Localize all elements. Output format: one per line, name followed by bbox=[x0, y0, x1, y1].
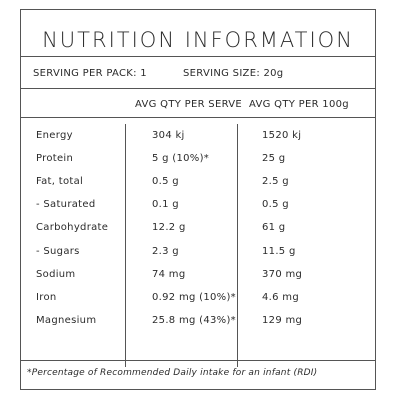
nutrient-per-serve: 5 g (10%)* bbox=[152, 153, 210, 165]
nutrient-per-100g: 4.6 mg bbox=[262, 291, 299, 303]
nutrient-per-100g: 2.5 g bbox=[262, 176, 289, 188]
nutrient-per-serve: 0.1 g bbox=[152, 199, 179, 211]
header-divider bbox=[21, 117, 375, 118]
nutrient-per-serve: 2.3 g bbox=[152, 245, 179, 257]
serving-per-pack: SERVING PER PACK: 1 bbox=[33, 68, 147, 79]
nutrient-name: Fat, total bbox=[36, 176, 84, 188]
nutrient-per-100g: 61 g bbox=[262, 222, 286, 234]
nutrient-name: Iron bbox=[36, 291, 57, 303]
nutrition-label: NUTRITION INFORMATION SERVING PER PACK: … bbox=[20, 9, 376, 390]
nutrient-name: Sodium bbox=[36, 268, 76, 280]
serving-divider bbox=[21, 88, 375, 89]
nutrient-per-100g: 25 g bbox=[262, 153, 286, 165]
column-header-per-100g: AVG QTY PER 100g bbox=[249, 99, 349, 110]
title-divider bbox=[21, 56, 375, 57]
per-serve-column-divider bbox=[125, 124, 126, 367]
serving-size: SERVING SIZE: 20g bbox=[183, 68, 284, 79]
column-header-per-serve: AVG QTY PER SERVE bbox=[135, 99, 243, 110]
nutrient-per-100g: 129 mg bbox=[262, 314, 303, 326]
nutrient-per-serve: 304 kj bbox=[152, 130, 185, 141]
nutrient-per-serve: 74 mg bbox=[152, 268, 186, 280]
nutrient-per-100g: 0.5 g bbox=[262, 199, 289, 211]
nutrient-name: - Sugars bbox=[36, 245, 80, 257]
nutrient-name: Energy bbox=[36, 130, 73, 141]
nutrient-per-100g: 370 mg bbox=[262, 268, 303, 280]
nutrient-name: - Saturated bbox=[36, 199, 96, 211]
nutrient-per-serve: 0.5 g bbox=[152, 176, 179, 188]
nutrient-per-serve: 12.2 g bbox=[152, 222, 186, 234]
label-title: NUTRITION INFORMATION bbox=[42, 28, 354, 52]
nutrient-name: Carbohydrate bbox=[36, 222, 109, 234]
nutrient-per-serve: 0.92 mg (10%)* bbox=[152, 291, 236, 303]
nutrient-per-100g: 11.5 g bbox=[262, 245, 296, 257]
nutrient-per-100g: 1520 kj bbox=[262, 130, 302, 141]
nutrient-name: Magnesium bbox=[36, 314, 97, 326]
per-100g-column-divider bbox=[237, 124, 238, 367]
nutrient-name: Protein bbox=[36, 153, 74, 165]
nutrient-per-serve: 25.8 mg (43%)* bbox=[152, 314, 236, 326]
footnote: *Percentage of Recommended Daily intake … bbox=[27, 368, 318, 378]
footnote-divider bbox=[21, 360, 375, 361]
